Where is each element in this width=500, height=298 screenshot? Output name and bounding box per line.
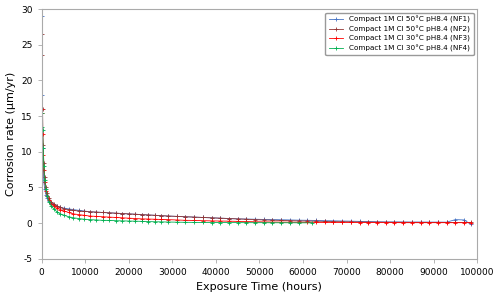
Compact 1M Cl 30°C pH8.4 (NF4) [100, 218, 105, 222]
Compact 1M Cl 30°C pH8.4 (NF4) [46, 200, 52, 204]
Compact 1M Cl 30°C pH8.4 (NF4) [62, 214, 68, 217]
Compact 1M Cl 30°C pH8.4 (NF4) [40, 146, 46, 150]
Compact 1M Cl 30°C pH8.4 (NF4) [217, 221, 223, 224]
Compact 1M Cl 50°C pH8.4 (NF1) [51, 203, 57, 207]
Compact 1M Cl 30°C pH8.4 (NF4) [234, 221, 240, 224]
Compact 1M Cl 30°C pH8.4 (NF3) [39, 107, 45, 111]
Compact 1M Cl 30°C pH8.4 (NF3) [400, 221, 406, 224]
Compact 1M Cl 30°C pH8.4 (NF4) [139, 220, 145, 223]
Compact 1M Cl 30°C pH8.4 (NF4) [41, 164, 47, 168]
Compact 1M Cl 30°C pH8.4 (NF4) [244, 221, 250, 224]
Compact 1M Cl 30°C pH8.4 (NF4) [93, 218, 99, 222]
Compact 1M Cl 30°C pH8.4 (NF4) [126, 219, 132, 223]
Compact 1M Cl 30°C pH8.4 (NF3) [42, 180, 48, 184]
Compact 1M Cl 50°C pH8.4 (NF2) [39, 32, 45, 36]
Compact 1M Cl 30°C pH8.4 (NF4) [39, 111, 45, 114]
Compact 1M Cl 30°C pH8.4 (NF4) [43, 187, 49, 191]
Compact 1M Cl 30°C pH8.4 (NF4) [86, 218, 92, 221]
Compact 1M Cl 30°C pH8.4 (NF4) [182, 221, 188, 224]
Compact 1M Cl 30°C pH8.4 (NF4) [252, 221, 258, 224]
Compact 1M Cl 50°C pH8.4 (NF1) [152, 214, 158, 217]
Compact 1M Cl 50°C pH8.4 (NF2) [435, 221, 441, 224]
Compact 1M Cl 30°C pH8.4 (NF4) [58, 212, 64, 216]
Compact 1M Cl 50°C pH8.4 (NF2) [426, 221, 432, 224]
Compact 1M Cl 30°C pH8.4 (NF4) [191, 221, 197, 224]
X-axis label: Exposure Time (hours): Exposure Time (hours) [196, 283, 322, 292]
Compact 1M Cl 50°C pH8.4 (NF2) [100, 211, 105, 214]
Compact 1M Cl 30°C pH8.4 (NF4) [132, 219, 138, 223]
Compact 1M Cl 50°C pH8.4 (NF2) [152, 214, 158, 217]
Compact 1M Cl 30°C pH8.4 (NF3) [348, 221, 354, 224]
Compact 1M Cl 30°C pH8.4 (NF4) [261, 221, 267, 224]
Compact 1M Cl 50°C pH8.4 (NF1) [76, 209, 82, 212]
Compact 1M Cl 30°C pH8.4 (NF4) [296, 221, 302, 225]
Legend: Compact 1M Cl 50°C pH8.4 (NF1), Compact 1M Cl 50°C pH8.4 (NF2), Compact 1M Cl 30: Compact 1M Cl 50°C pH8.4 (NF1), Compact … [326, 13, 474, 55]
Compact 1M Cl 30°C pH8.4 (NF4) [308, 221, 314, 225]
Compact 1M Cl 30°C pH8.4 (NF4) [76, 217, 82, 220]
Compact 1M Cl 30°C pH8.4 (NF4) [70, 216, 76, 220]
Compact 1M Cl 30°C pH8.4 (NF4) [174, 221, 180, 224]
Compact 1M Cl 30°C pH8.4 (NF4) [44, 194, 51, 198]
Compact 1M Cl 30°C pH8.4 (NF4) [40, 129, 46, 132]
Compact 1M Cl 30°C pH8.4 (NF4) [152, 220, 158, 224]
Compact 1M Cl 30°C pH8.4 (NF4) [158, 220, 164, 224]
Compact 1M Cl 30°C pH8.4 (NF4) [278, 221, 284, 224]
Y-axis label: Corrosion rate (μm/yr): Corrosion rate (μm/yr) [6, 72, 16, 196]
Compact 1M Cl 30°C pH8.4 (NF4) [54, 210, 60, 214]
Compact 1M Cl 30°C pH8.4 (NF4) [146, 220, 152, 224]
Compact 1M Cl 50°C pH8.4 (NF1) [100, 211, 105, 214]
Compact 1M Cl 30°C pH8.4 (NF4) [208, 221, 214, 224]
Compact 1M Cl 30°C pH8.4 (NF4) [119, 219, 125, 223]
Compact 1M Cl 30°C pH8.4 (NF4) [48, 204, 54, 208]
Compact 1M Cl 30°C pH8.4 (NF3) [152, 218, 158, 221]
Line: Compact 1M Cl 50°C pH8.4 (NF1): Compact 1M Cl 50°C pH8.4 (NF1) [40, 15, 472, 226]
Compact 1M Cl 30°C pH8.4 (NF3) [76, 213, 82, 216]
Compact 1M Cl 30°C pH8.4 (NF4) [51, 207, 57, 211]
Compact 1M Cl 30°C pH8.4 (NF3) [468, 221, 473, 224]
Compact 1M Cl 50°C pH8.4 (NF2) [348, 220, 354, 224]
Compact 1M Cl 30°C pH8.4 (NF4) [226, 221, 232, 224]
Compact 1M Cl 30°C pH8.4 (NF4) [270, 221, 276, 224]
Compact 1M Cl 30°C pH8.4 (NF4) [42, 179, 48, 182]
Compact 1M Cl 50°C pH8.4 (NF2) [468, 221, 473, 224]
Compact 1M Cl 30°C pH8.4 (NF4) [112, 219, 118, 223]
Compact 1M Cl 30°C pH8.4 (NF4) [287, 221, 293, 224]
Compact 1M Cl 30°C pH8.4 (NF3) [100, 215, 105, 218]
Compact 1M Cl 50°C pH8.4 (NF1) [39, 14, 45, 18]
Compact 1M Cl 50°C pH8.4 (NF1) [426, 220, 432, 224]
Compact 1M Cl 30°C pH8.4 (NF4) [200, 221, 206, 224]
Compact 1M Cl 30°C pH8.4 (NF3) [435, 221, 441, 224]
Line: Compact 1M Cl 30°C pH8.4 (NF4): Compact 1M Cl 30°C pH8.4 (NF4) [40, 111, 314, 225]
Compact 1M Cl 50°C pH8.4 (NF1) [468, 223, 473, 226]
Line: Compact 1M Cl 30°C pH8.4 (NF3): Compact 1M Cl 30°C pH8.4 (NF3) [40, 107, 472, 224]
Compact 1M Cl 50°C pH8.4 (NF1) [348, 219, 354, 223]
Compact 1M Cl 30°C pH8.4 (NF4) [82, 218, 87, 221]
Compact 1M Cl 30°C pH8.4 (NF4) [165, 220, 171, 224]
Compact 1M Cl 30°C pH8.4 (NF4) [66, 215, 71, 218]
Compact 1M Cl 30°C pH8.4 (NF4) [106, 219, 112, 222]
Compact 1M Cl 50°C pH8.4 (NF2) [42, 175, 48, 179]
Line: Compact 1M Cl 50°C pH8.4 (NF2): Compact 1M Cl 50°C pH8.4 (NF2) [40, 32, 472, 224]
Compact 1M Cl 50°C pH8.4 (NF2) [76, 209, 82, 213]
Compact 1M Cl 30°C pH8.4 (NF4) [39, 125, 45, 129]
